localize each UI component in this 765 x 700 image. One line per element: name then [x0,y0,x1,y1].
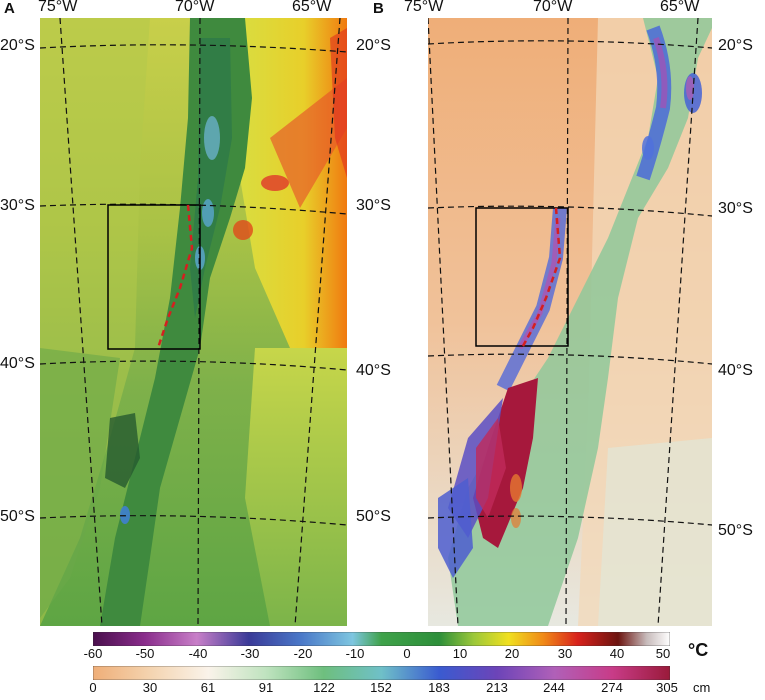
temperature-map [40,18,347,626]
lat-label-30s-right: 30°S [718,200,753,217]
snow-tick-274: 274 [601,680,623,695]
temperature-colorbar [92,631,671,647]
lat-label-50s-right: 50°S [718,522,753,539]
snow-tick-61: 61 [200,680,216,695]
snow-colorbar [92,665,671,681]
snow-tick-183: 183 [428,680,450,695]
temperature-colorbar-svg [92,631,671,647]
snow-tick-122: 122 [313,680,335,695]
lon-label-70w-a: 70°W [175,0,215,15]
snow-tick-91: 91 [258,680,274,695]
snow-tick-152: 152 [370,680,392,695]
temp-tick-50: 50 [655,646,671,661]
lat-label-20s-mid: 20°S [356,37,391,54]
temp-tick-20: 20 [504,646,520,661]
temp-tick-neg60: -60 [83,646,103,661]
lon-label-75w-b: 75°W [404,0,444,15]
temp-tick-0: 0 [403,646,411,661]
lon-label-75w-a: 75°W [38,0,78,15]
snow-tick-0: 0 [89,680,97,695]
snow-depth-map [428,18,712,626]
lat-label-50s-mid: 50°S [356,508,391,525]
lat-label-50s-left: 50°S [0,508,35,525]
lat-label-40s-left: 40°S [0,355,35,372]
snow-tick-row: 0 30 61 91 122 152 183 213 244 274 305 [89,680,677,698]
snow-colorbar-svg [92,665,671,681]
temp-tick-10: 10 [452,646,468,661]
temp-tick-neg20: -20 [293,646,313,661]
snow-tick-213: 213 [486,680,508,695]
temp-tick-neg40: -40 [188,646,208,661]
temp-tick-neg30: -30 [240,646,260,661]
temp-tick-30: 30 [557,646,573,661]
lat-label-20s-left: 20°S [0,37,35,54]
lon-label-65w-b: 65°W [660,0,700,15]
panel-b-letter: B [373,0,384,17]
lon-label-65w-a: 65°W [292,0,332,15]
lat-label-30s-mid: 30°S [356,197,391,214]
temperature-map-svg [40,18,347,626]
snow-tick-30: 30 [142,680,158,695]
temperature-tick-row: -60 -50 -40 -30 -20 -10 0 10 20 30 40 50 [84,646,671,664]
snow-tick-244: 244 [543,680,565,695]
temp-tick-neg10: -10 [345,646,365,661]
lat-label-30s-left: 30°S [0,197,35,214]
temperature-unit: °C [688,640,709,660]
temp-tick-neg50: -50 [135,646,155,661]
snow-tick-305: 305 [656,680,678,695]
panel-a-letter: A [4,0,15,17]
lat-label-40s-right: 40°S [718,362,753,379]
lat-label-20s-right: 20°S [718,37,753,54]
snow-unit: cm [693,680,711,695]
temp-tick-40: 40 [609,646,625,661]
lon-label-70w-b: 70°W [533,0,573,15]
lat-label-40s-mid: 40°S [356,362,391,379]
snow-depth-map-svg [428,18,712,626]
